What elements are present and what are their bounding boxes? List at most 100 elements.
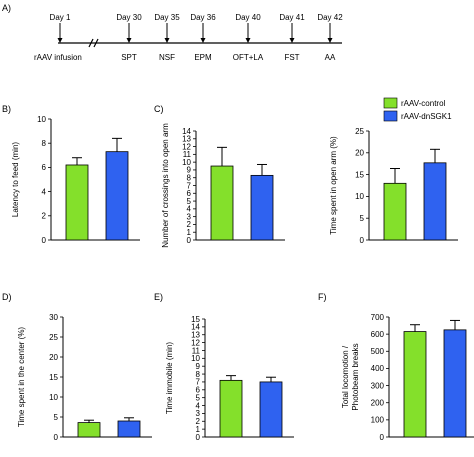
bar-control [210,165,234,241]
y-tick-label: 30 [49,313,58,322]
legend-swatch-dnsgk1 [383,110,398,122]
y-tick-label: 0 [360,236,365,245]
timeline-break-mark [88,38,94,48]
chart-b: B) 0 2 4 6 8 10 Latency to feed (min) [2,104,140,245]
legend: rAAV-control rAAV-dnSGK1 [383,97,452,122]
y-axis-label: Time spent in open arm (%) [329,136,338,235]
y-tick-label: 7 [187,181,192,190]
y-tick-label: 10 [182,158,191,167]
legend-swatch-control [383,97,398,109]
timeline-arrow-head [126,38,132,43]
y-tick-label: 100 [371,416,385,425]
timeline-test-label: EPM [194,53,212,62]
y-axis-label: Total locomotion / [341,345,350,408]
timeline-day-label: Day 36 [190,13,216,22]
timeline-day-label: Day 30 [116,13,142,22]
timeline-day-label: Day 35 [154,13,180,22]
y-tick-label: 5 [360,214,365,223]
bar-dnsgk1 [105,151,129,241]
y-tick-label: 20 [49,353,58,362]
timeline-day-label: Day 42 [317,13,343,22]
y-tick-label: 8 [187,174,192,183]
y-tick-label: 10 [37,115,46,124]
timeline-arrow-head [289,38,295,43]
y-tick-label: 2 [196,417,201,426]
y-tick-label: 12 [191,338,200,347]
y-tick-label: 3 [196,409,201,418]
y-axis-label: Time spent in the center (%) [17,327,26,428]
chart-d: D) 0 5 10 15 20 25 30 Time spent in the center (… [2,292,152,442]
bar-dnsgk1 [443,329,467,438]
y-tick-label: 4 [187,205,192,214]
panel-label: E) [154,292,163,302]
y-tick-label: 2 [42,212,47,221]
y-tick-label: 10 [191,354,200,363]
y-tick-label: 600 [371,330,385,339]
y-tick-label: 15 [49,373,58,382]
y-tick-label: 11 [192,346,201,355]
chart-c2: 0 5 10 15 20 25 Time spent in open arm (%) [329,127,458,245]
y-tick-label: 5 [54,413,59,422]
y-tick-label: 1 [187,228,192,237]
timeline-arrow-head [164,38,170,43]
legend-label-dnsgk1: rAAV-dnSGK1 [401,112,452,121]
y-tick-label: 12 [182,142,191,151]
y-tick-label: 1 [196,425,201,434]
bar-dnsgk1 [259,381,283,438]
timeline-arrow-head [327,38,333,43]
y-axis-label: Time immobile (min) [165,342,174,414]
y-tick-label: 0 [54,433,59,442]
y-tick-label: 9 [187,166,192,175]
y-tick-label: 3 [187,212,192,221]
timeline-test-label: OFT+LA [233,53,264,62]
bar-control [383,182,407,241]
panel-label: C) [154,104,164,114]
y-tick-label: 6 [187,189,192,198]
chart-f: F) 0 100 200 300 400 500 600 700 Total locomotion… [318,292,474,442]
y-axis-label: Latency to feed (min) [11,142,20,217]
timeline-test-label: FST [284,53,299,62]
y-tick-label: 20 [355,149,364,158]
bar-dnsgk1 [423,162,447,241]
y-tick-label: 0 [42,236,47,245]
y-tick-label: 400 [371,364,385,373]
timeline-test-label: SPT [121,53,137,62]
y-tick-label: 10 [49,393,58,402]
timeline-day-label: Day 40 [235,13,261,22]
bar-control [65,164,89,241]
y-axis-label: Number of crossings into open arm [161,123,170,248]
y-tick-label: 200 [371,399,385,408]
y-tick-label: 15 [355,170,364,179]
timeline-day-label: Day 1 [50,13,71,22]
timeline-arrow-head [200,38,206,43]
y-tick-label: 500 [371,347,385,356]
y-tick-label: 5 [196,393,201,402]
y-tick-label: 14 [191,323,200,332]
timeline-arrow-head [57,38,63,43]
bar-dnsgk1 [117,420,141,438]
y-tick-label: 4 [42,187,47,196]
timeline-panel: A) Day 1 Day 30 SPT Day 35 NSF Day 36 EPM Day 4… [2,3,343,62]
y-tick-label: 15 [191,315,200,324]
y-tick-label: 2 [187,220,192,229]
y-tick-label: 4 [196,401,201,410]
bar-dnsgk1 [250,174,274,241]
y-tick-label: 700 [371,313,385,322]
y-tick-label: 8 [42,139,47,148]
y-axis-label: Photobeam breaks [351,343,360,410]
y-tick-label: 11 [183,150,192,159]
panel-label: F) [318,292,327,302]
y-tick-label: 6 [196,386,201,395]
timeline-arrow-head [245,38,251,43]
panel-label: D) [2,292,12,302]
bar-control [219,379,243,438]
y-tick-label: 13 [182,135,191,144]
y-tick-label: 25 [49,333,58,342]
timeline-test-label: AA [325,53,336,62]
y-tick-label: 8 [196,370,201,379]
timeline-day-label: Day 41 [279,13,305,22]
timeline-test-label: NSF [159,53,175,62]
bar-control [403,331,427,438]
timeline-start-label: rAAV infusion [34,53,82,62]
